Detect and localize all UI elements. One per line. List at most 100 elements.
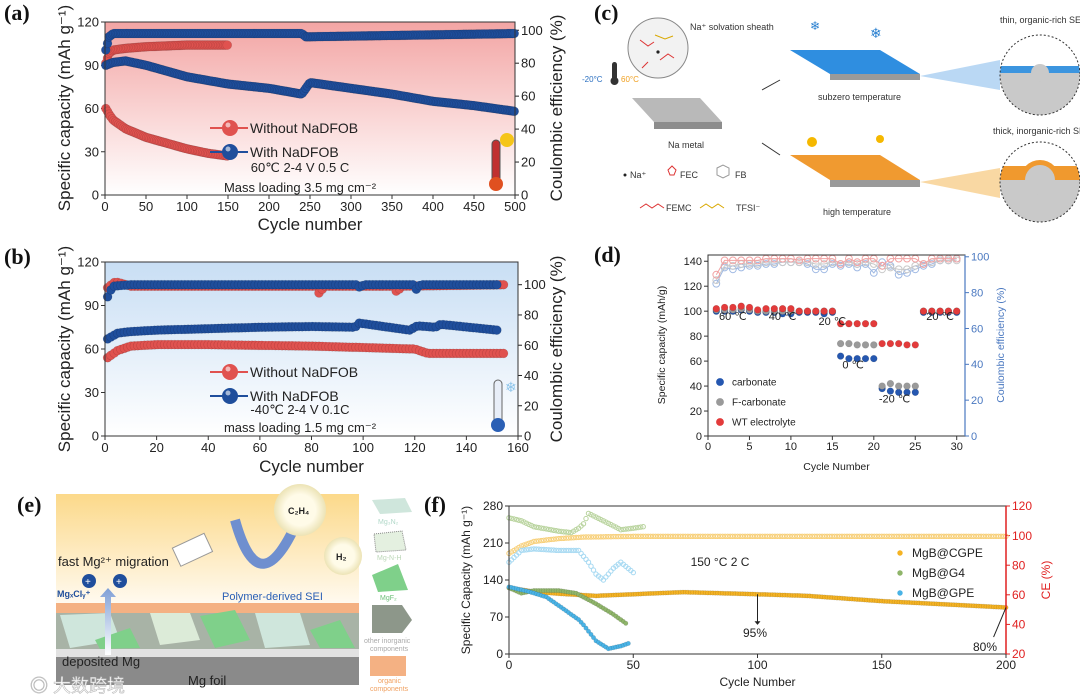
- legend-mg3n2: Mg₃N₂: [378, 519, 399, 526]
- data-point-mgb-cgpe: [841, 533, 848, 539]
- data-point-mgb-cgpe: [938, 533, 945, 539]
- snowflake-icon: ❄: [810, 19, 820, 33]
- data-point-mgb-g4: [558, 528, 564, 535]
- x-tick-label: 120: [404, 440, 426, 455]
- thick-sei-zoom-circle: [999, 141, 1080, 223]
- data-point-wt-electrolyte: [737, 302, 745, 310]
- y2-axis-label: Coulombic efficiency (%): [547, 15, 566, 202]
- data-point-mgb-cgpe: [722, 533, 728, 539]
- data-point-wt-electrolyte: [870, 320, 878, 328]
- na-metal-label: Na metal: [668, 140, 704, 150]
- y-tick-label: 140: [483, 573, 503, 587]
- data-point-mgb-cgpe: [876, 533, 882, 539]
- data-point-mgb-cgpe: [603, 534, 609, 540]
- data-point-mgb-g4: [511, 516, 517, 522]
- thermometer-cold-icon: [493, 379, 503, 425]
- y-tick-label: 280: [483, 499, 503, 513]
- data-point-mgb-cgpe: [926, 533, 932, 539]
- data-point-wt-electrolyte: [745, 303, 754, 312]
- data-point-mgb-cgpe: [635, 533, 641, 539]
- data-point-mgb-cgpe: [998, 533, 1004, 539]
- data-point-mgb-cgpe: [600, 534, 607, 540]
- thermometer-bulb-icon: [491, 418, 505, 432]
- data-point-mgb-cgpe: [990, 533, 997, 539]
- y2-tick-label: 20: [971, 395, 983, 407]
- data-point-mgb-cgpe: [717, 533, 723, 539]
- data-point-mgb-cgpe: [710, 533, 716, 539]
- data-point-mgb-cgpe: [652, 533, 659, 539]
- data-point-mgb-gpe: [543, 547, 549, 553]
- y-tick-label: 140: [684, 256, 702, 268]
- y-axis-label: Specific capacity (mAh g⁻¹): [55, 5, 74, 211]
- x-tick-label: 80: [304, 440, 318, 455]
- high-slab-edge: [830, 180, 920, 187]
- data-point-wt-electrolyte-ce: [729, 256, 737, 265]
- data-point-mgb-cgpe: [988, 533, 994, 539]
- data-point-mgb-cgpe: [690, 533, 696, 539]
- data-point-mgb-g4: [633, 525, 639, 531]
- data-point-mgb-cgpe: [700, 533, 706, 539]
- data-point-mgb-gpe: [538, 546, 544, 553]
- x-tick-label: 350: [381, 199, 403, 214]
- subzero-sei-slab: [790, 50, 920, 74]
- data-point-mgb-g4: [630, 525, 636, 531]
- temperature-label: 0 ℃: [842, 360, 864, 372]
- data-point-mgb-cgpe: [854, 533, 860, 539]
- data-point-mgb-g4: [513, 516, 520, 523]
- data-point-mgb-g4: [618, 527, 624, 533]
- data-point-mgb-cgpe: [720, 533, 726, 539]
- data-point-wt-electrolyte: [770, 305, 778, 313]
- mgf2-grain: [200, 610, 250, 648]
- data-point-mgb-g4: [533, 524, 539, 530]
- data-point-mgb-cgpe: [613, 533, 619, 540]
- data-point-mgb-cgpe: [543, 537, 549, 543]
- snowflake-icon: ❄: [505, 379, 517, 395]
- data-point-mgb-cgpe: [665, 533, 671, 539]
- data-point-mgb-cgpe: [869, 533, 875, 539]
- legend-marker: [897, 570, 903, 576]
- panel-c-schematic: Na⁺ solvation sheath -20°C 60°C Na metal…: [582, 15, 1080, 223]
- data-point-mgb-cgpe: [849, 533, 855, 539]
- data-point-mgb-cgpe: [961, 533, 967, 539]
- legend-label: WT electrolyte: [732, 418, 796, 429]
- legend-fb: FB: [735, 170, 747, 180]
- data-point-mgb-g4: [531, 524, 537, 530]
- y2-tick-label: 20: [521, 155, 535, 170]
- data-point-mgb-cgpe: [737, 533, 743, 539]
- data-point-f-carbonate-ce: [712, 276, 721, 285]
- zoom-beam-orange: [920, 168, 1000, 198]
- panel-label-e: (e): [17, 492, 41, 517]
- data-point-mgb-cgpe: [628, 533, 634, 540]
- y2-tick-label: 20: [524, 398, 538, 413]
- y2-tick-label: 40: [521, 122, 535, 137]
- data-point-wt-electrolyte: [903, 341, 911, 349]
- legend-inorganic-2: components: [370, 646, 409, 653]
- x-tick-label: 20: [868, 441, 880, 453]
- data-point-mgb-cgpe: [824, 533, 830, 539]
- data-point-mgb-cgpe: [749, 533, 756, 539]
- legend: carbonate F-carbonate WT electrolyte: [716, 378, 796, 429]
- data-point-mgb-gpe: [565, 547, 572, 554]
- x-tick-label: 25: [909, 441, 921, 453]
- x-tick-label: 5: [746, 441, 752, 453]
- data-point-mgb-gpe: [531, 546, 537, 552]
- data-point-mgb-g4: [565, 529, 572, 535]
- data-point-mgb-cgpe: [583, 534, 589, 540]
- data-point-f-carbonate: [836, 339, 845, 348]
- data-point-wt-electrolyte: [778, 305, 787, 313]
- legend-label: MgB@GPE: [912, 586, 974, 600]
- data-point-mgb-cgpe: [623, 533, 629, 540]
- data-point-mgb-cgpe: [923, 533, 930, 539]
- data-point-f-carbonate-ce: [886, 263, 895, 272]
- data-point-f-carbonate: [894, 382, 903, 390]
- x-tick-label: 0: [705, 441, 711, 453]
- x-tick-label: 10: [785, 441, 797, 453]
- data-point-mgb-cgpe: [953, 533, 959, 539]
- data-point-mgb-cgpe: [744, 533, 751, 539]
- data-point-f-carbonate-ce: [903, 265, 911, 274]
- hot-temp-label: 60°C: [621, 75, 639, 84]
- y-tick-label: 30: [85, 144, 99, 159]
- data-point-mgb-cgpe: [866, 533, 872, 539]
- legend-label: carbonate: [732, 378, 777, 389]
- data-point-mgb-cgpe: [903, 533, 910, 539]
